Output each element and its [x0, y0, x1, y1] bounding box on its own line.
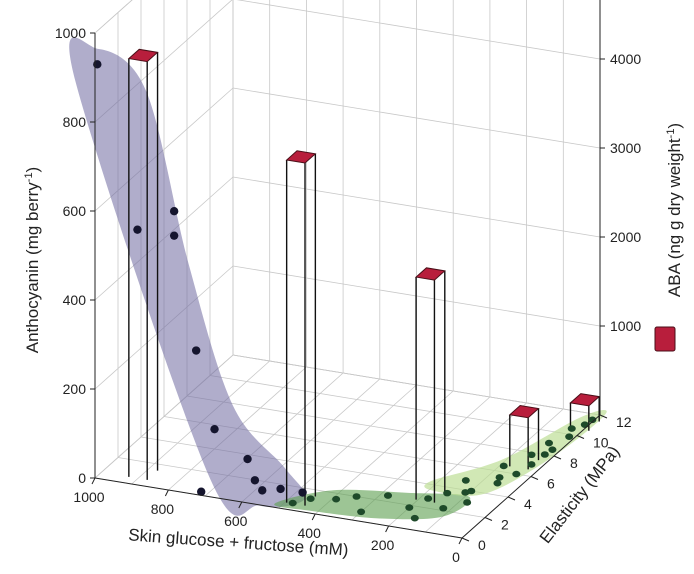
depth-axis-tick-label: 4 [524, 496, 532, 512]
depth-axis-tick [484, 517, 493, 521]
x-axis-tick [385, 525, 390, 533]
aba-bar [127, 48, 159, 480]
elasticity-point [548, 446, 557, 453]
x-axis-tick-label: 200 [371, 537, 395, 553]
anthocyanin-point [93, 60, 102, 69]
aba-bar-cap [285, 150, 317, 164]
purple-cluster-region [69, 37, 306, 516]
depth-axis-tick [530, 476, 539, 480]
depth-axis-tick [599, 414, 608, 419]
aba-bar-cap [569, 393, 601, 407]
aba-bars [127, 48, 601, 506]
depth-axis-tick-label: 8 [570, 455, 578, 471]
anthocyanin-point [250, 476, 260, 485]
elasticity-point [405, 504, 414, 511]
aba-bar-cap [127, 48, 159, 63]
left-axis-tick-label: 1000 [55, 25, 86, 41]
anthocyanin-point [191, 346, 201, 355]
x-axis-tick [458, 537, 463, 545]
aba-bar-cap [414, 267, 446, 281]
elasticity-point [463, 499, 472, 506]
anthocyanin-point [276, 484, 285, 494]
depth-axis-tick [461, 537, 470, 542]
right-axis-tick-label: 2000 [610, 229, 641, 245]
elasticity-point [495, 474, 504, 481]
anthocyanin-point [169, 231, 179, 240]
elasticity-point [424, 495, 433, 502]
elasticity-point [493, 479, 502, 487]
elasticity-point [332, 495, 341, 503]
elasticity-point [443, 489, 452, 497]
aba-bar [508, 404, 540, 470]
aba-bar-cap [508, 404, 540, 419]
aba-bar [569, 393, 601, 431]
anthocyanin-point [210, 424, 219, 434]
elasticity-point [410, 514, 419, 522]
depth-axis-tick [553, 455, 562, 460]
elasticity-point [461, 477, 470, 484]
elasticity-point [306, 495, 315, 503]
elasticity-point [544, 439, 553, 447]
right-axis-tick-label: 3000 [610, 140, 641, 156]
aba-bar [285, 150, 317, 506]
right-axis-title: ABA (ng g dry weight-1) [665, 123, 684, 297]
left-axis-tick-label: 200 [63, 381, 87, 397]
left-axis-tick-label: 400 [63, 292, 87, 308]
elasticity-point [383, 492, 392, 499]
left-axis-title: Anthocyanin (mg berry-1) [23, 167, 42, 353]
elasticity-point [357, 508, 366, 516]
depth-axis-tick-label: 10 [593, 435, 609, 451]
x-axis-tick [164, 489, 169, 497]
anthocyanin-point [258, 486, 267, 495]
x-axis-tick-label: 800 [151, 501, 175, 517]
anthocyanin-point [169, 207, 179, 216]
elasticity-point [352, 493, 361, 500]
lightgreen-cluster-region [424, 410, 607, 496]
anthocyanin-point [133, 225, 142, 234]
elasticity-point [540, 451, 549, 458]
green-cluster-region [274, 489, 471, 520]
elasticity-point [580, 421, 589, 428]
elasticity-point [565, 433, 574, 440]
elasticity-point [512, 470, 521, 478]
elasticity-point [588, 416, 597, 424]
x-axis-tick-label: 600 [224, 513, 248, 529]
elasticity-point [439, 504, 448, 512]
x-axis-tick-label: 0 [452, 549, 460, 565]
elasticity-point [527, 461, 536, 468]
left-axis-tick-label: 800 [63, 114, 87, 130]
data-points [93, 60, 597, 522]
x-axis-tick-label: 1000 [73, 489, 104, 505]
x-axis-line [94, 477, 463, 539]
x-axis-tick [238, 501, 243, 509]
right-axis-tick-label: 1000 [610, 318, 641, 334]
depth-axis-tick-label: 6 [547, 476, 555, 492]
left-axis-tick-label: 600 [63, 203, 87, 219]
elasticity-point [499, 462, 508, 470]
x-axis-tick-label: 400 [298, 525, 322, 541]
depth-axis-tick-label: 2 [501, 517, 509, 533]
depth-axis-tick-label: 0 [478, 537, 486, 553]
elasticity-point [567, 425, 576, 432]
depth-axis-tick [507, 496, 516, 501]
aba-bar [414, 267, 446, 503]
x-axis-tick [311, 513, 316, 521]
x-axis-tick [91, 477, 96, 485]
elasticity-point [461, 489, 470, 496]
depth-axis-tick [576, 435, 585, 439]
elasticity-point [288, 499, 297, 507]
aba-legend-swatch [654, 326, 676, 352]
anthocyanin-point [197, 487, 206, 496]
right-axis-tick-label: 4000 [610, 51, 641, 67]
cluster-regions [69, 37, 607, 520]
elasticity-point [527, 451, 536, 459]
anthocyanin-point [243, 454, 252, 464]
axes: 0200400600800100010002000300040005000100… [55, 0, 641, 565]
depth-axis-tick-label: 12 [616, 414, 632, 430]
left-axis-tick-label: 0 [78, 470, 86, 486]
anthocyanin-point [298, 488, 307, 497]
